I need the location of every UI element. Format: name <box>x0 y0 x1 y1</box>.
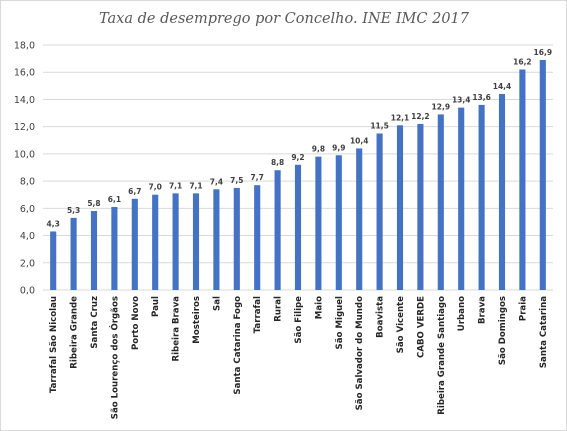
y-tick-label: 4,0 <box>20 231 35 242</box>
x-tick-label: Mosteiros <box>192 296 202 344</box>
bar <box>152 194 159 290</box>
bar <box>111 206 118 290</box>
bar <box>274 170 281 290</box>
bar <box>315 156 322 290</box>
x-tick-label: Ribeira Grande <box>70 296 80 369</box>
data-label: 5,3 <box>67 206 80 215</box>
x-tick-label: São Miguel <box>335 296 345 349</box>
bar <box>396 125 404 290</box>
bar <box>90 211 98 290</box>
x-tick-label: Praia <box>518 296 528 321</box>
x-tick-label: Maio <box>314 296 324 319</box>
data-label: 16,9 <box>534 48 553 57</box>
y-tick-label: 2,0 <box>20 258 35 269</box>
bar <box>376 133 383 290</box>
data-label: 12,1 <box>391 113 410 122</box>
x-tick-label: Brava <box>478 296 488 324</box>
bar <box>294 164 302 290</box>
data-label: 8,8 <box>271 158 284 167</box>
data-label: 9,8 <box>312 145 325 154</box>
data-label: 4,3 <box>47 219 60 228</box>
x-tick-label: Sal <box>212 296 222 311</box>
bar <box>172 193 179 290</box>
x-tick-label: São Domingos <box>498 296 508 365</box>
data-label: 9,9 <box>332 143 345 152</box>
bar <box>213 189 220 290</box>
data-label: 7,0 <box>149 183 162 192</box>
x-tick-label: São Lourenço dos Órgãos <box>108 296 120 419</box>
data-label: 7,1 <box>169 181 182 190</box>
bar <box>478 104 485 290</box>
y-tick-label: 6,0 <box>20 204 35 215</box>
bar <box>539 59 546 290</box>
data-label: 6,7 <box>128 187 141 196</box>
data-label: 11,5 <box>370 121 389 130</box>
data-label: 6,1 <box>108 195 121 204</box>
data-label: 7,4 <box>210 177 223 186</box>
data-label: 13,6 <box>472 93 491 102</box>
data-label: 7,5 <box>230 176 243 185</box>
x-tick-label: CABO VERDE <box>416 296 426 358</box>
y-tick-label: 0,0 <box>20 286 35 297</box>
data-label: 9,2 <box>291 153 304 162</box>
y-tick-label: 10,0 <box>14 149 35 160</box>
x-axis-labels: Tarrafal São Nicolau Ribeira Grande Santa … <box>49 296 549 419</box>
bar <box>335 155 342 290</box>
bars <box>50 59 546 291</box>
data-label: 13,4 <box>452 96 471 105</box>
bar <box>233 187 240 290</box>
x-tick-label: Paul <box>151 296 161 317</box>
x-tick-label: Ribeira Brava <box>172 296 182 362</box>
y-axis-ticks: 0,0 2,0 4,0 6,0 8,0 10,0 12,0 14,0 16,0 18,0 <box>14 41 35 297</box>
bar <box>254 185 261 290</box>
x-tick-label: Santa Catarina <box>539 296 549 368</box>
x-tick-label: Boavista <box>376 296 386 338</box>
bar <box>458 107 465 290</box>
y-tick-label: 18,0 <box>14 41 35 52</box>
data-label: 7,1 <box>189 181 202 190</box>
x-tick-label: Rural <box>274 296 284 322</box>
x-tick-label: Santa Catarina Fogo <box>233 296 243 395</box>
data-label: 14,4 <box>493 82 512 91</box>
x-tick-label: São Vicente <box>396 296 406 353</box>
bar <box>417 123 424 290</box>
y-tick-label: 12,0 <box>14 122 35 133</box>
data-label: 12,2 <box>411 112 430 121</box>
data-labels: 4,3 5,3 5,8 6,1 6,7 7,0 7,1 7,1 7,4 7,5 7,7 8,8 9,2 9… <box>47 48 553 229</box>
y-tick-label: 14,0 <box>14 95 35 106</box>
bar <box>131 198 138 290</box>
y-tick-label: 8,0 <box>20 177 35 188</box>
x-tick-label: Tarrafal <box>253 296 263 333</box>
data-label: 12,9 <box>432 102 451 111</box>
bar <box>70 217 77 290</box>
x-tick-label: São Filipe <box>294 296 304 344</box>
bar <box>192 193 200 290</box>
bar <box>437 114 444 291</box>
x-tick-label: Urbano <box>457 296 467 331</box>
x-tick-label: Tarrafal São Nicolau <box>49 296 59 393</box>
bar <box>356 148 363 290</box>
x-tick-label: Porto Novo <box>131 296 141 350</box>
data-label: 10,4 <box>350 136 369 145</box>
x-tick-label: São Salvador do Mundo <box>355 296 365 410</box>
data-label: 7,7 <box>251 173 264 182</box>
x-tick-label: Ribeira Grande Santiago <box>437 296 447 415</box>
bar <box>519 69 526 290</box>
data-label: 5,8 <box>87 199 100 208</box>
chart-title: Taxa de desemprego por Concelho. INE IMC… <box>99 11 470 27</box>
data-label: 16,2 <box>513 58 532 67</box>
bar <box>498 94 506 290</box>
y-tick-label: 16,0 <box>14 68 35 79</box>
x-tick-label: Santa Cruz <box>90 296 100 349</box>
bar <box>50 231 57 290</box>
